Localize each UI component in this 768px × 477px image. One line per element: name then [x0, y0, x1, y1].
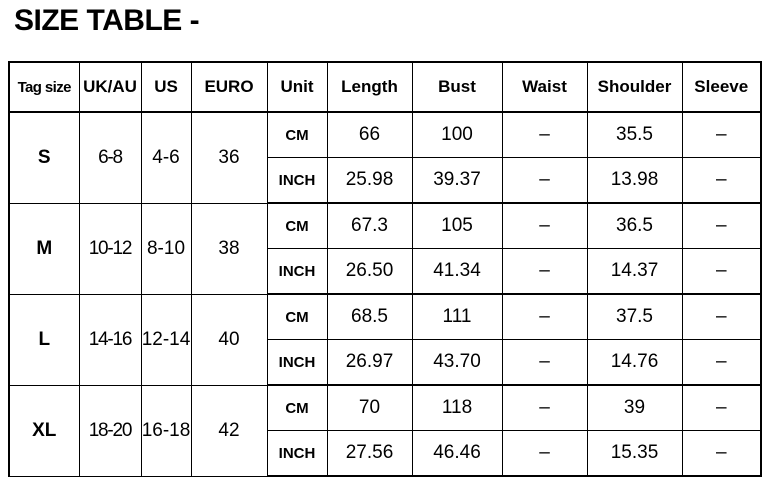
us-value-m: 8-10 [140, 202, 192, 295]
column-header-tag-size: Tag size [8, 61, 80, 113]
unit-label-cm: CM [266, 202, 328, 249]
column-header-unit: Unit [266, 61, 328, 113]
uk-au-value-xl: 18-20 [78, 384, 142, 477]
unit-label-cm: CM [266, 384, 328, 431]
us-value-xl: 16-18 [140, 384, 192, 477]
waist-cm-s: – [501, 111, 588, 158]
bust-inch-m: 41.34 [411, 248, 503, 295]
table-row: XL 18-20 16-18 42 CM 70 118 – 39 – [8, 384, 762, 477]
column-header-uk-au: UK/AU [78, 61, 142, 113]
header-row: Tag size UK/AU US EURO Unit Length Bust … [8, 61, 762, 113]
sleeve-cm-xl: – [681, 384, 762, 431]
waist-inch-m: – [501, 248, 588, 295]
shoulder-cm-l: 37.5 [586, 293, 683, 340]
table-row: INCH 26.50 41.34 – 14.37 – [9, 248, 762, 295]
table-row: INCH 26.97 43.70 – 14.76 – [9, 339, 762, 386]
waist-inch-l: – [501, 339, 588, 386]
sleeve-inch-m: – [681, 248, 762, 295]
length-inch-xl: 27.56 [326, 430, 413, 477]
waist-cm-l: – [501, 293, 588, 340]
unit-label-inch: INCH [266, 339, 328, 386]
table-header: Tag size UK/AU US EURO Unit Length Bust … [8, 61, 762, 113]
column-header-shoulder: Shoulder [586, 61, 683, 113]
shoulder-inch-xl: 15.35 [586, 430, 683, 477]
sleeve-cm-m: – [681, 202, 762, 249]
column-header-sleeve: Sleeve [681, 61, 762, 113]
length-inch-l: 26.97 [326, 339, 413, 386]
waist-inch-xl: – [501, 430, 588, 477]
size-table: Tag size UK/AU US EURO Unit Length Bust … [8, 61, 762, 477]
euro-value-xl: 42 [190, 384, 268, 477]
euro-value-l: 40 [190, 293, 268, 386]
bust-cm-m: 105 [411, 202, 503, 249]
euro-value-s: 36 [190, 111, 268, 204]
bust-cm-l: 111 [411, 293, 503, 340]
size-label-xl: XL [8, 384, 80, 477]
bust-inch-xl: 46.46 [411, 430, 503, 477]
bust-cm-xl: 118 [411, 384, 503, 431]
unit-label-cm: CM [266, 111, 328, 158]
sleeve-cm-s: – [681, 111, 762, 158]
bust-inch-l: 43.70 [411, 339, 503, 386]
size-table-container: Tag size UK/AU US EURO Unit Length Bust … [8, 61, 762, 477]
uk-au-value-s: 6-8 [78, 111, 142, 204]
page-title: SIZE TABLE - [14, 4, 200, 37]
length-cm-l: 68.5 [326, 293, 413, 340]
length-inch-m: 26.50 [326, 248, 413, 295]
length-cm-xl: 70 [326, 384, 413, 431]
table-row: INCH 25.98 39.37 – 13.98 – [9, 157, 762, 204]
shoulder-cm-s: 35.5 [586, 111, 683, 158]
us-value-s: 4-6 [140, 111, 192, 204]
shoulder-cm-xl: 39 [586, 384, 683, 431]
waist-cm-xl: – [501, 384, 588, 431]
column-header-bust: Bust [411, 61, 503, 113]
column-header-euro: EURO [190, 61, 268, 113]
shoulder-cm-m: 36.5 [586, 202, 683, 249]
waist-cm-m: – [501, 202, 588, 249]
shoulder-inch-m: 14.37 [586, 248, 683, 295]
size-table-page: SIZE TABLE - Tag size UK/AU US [8, 4, 762, 477]
size-label-l: L [8, 293, 80, 386]
length-inch-s: 25.98 [326, 157, 413, 204]
size-label-s: S [8, 111, 80, 204]
unit-label-inch: INCH [266, 430, 328, 477]
size-label-m: M [8, 202, 80, 295]
unit-label-cm: CM [266, 293, 328, 340]
table-row: M 10-12 8-10 38 CM 67.3 105 – 36.5 – [8, 202, 762, 295]
us-value-l: 12-14 [140, 293, 192, 386]
column-header-us: US [140, 61, 192, 113]
column-header-waist: Waist [501, 61, 588, 113]
column-header-length: Length [326, 61, 413, 113]
euro-value-m: 38 [190, 202, 268, 295]
table-row: L 14-16 12-14 40 CM 68.5 111 – 37.5 – [8, 293, 762, 386]
length-cm-s: 66 [326, 111, 413, 158]
unit-label-inch: INCH [266, 157, 328, 204]
unit-label-inch: INCH [266, 248, 328, 295]
sleeve-cm-l: – [681, 293, 762, 340]
bust-cm-s: 100 [411, 111, 503, 158]
table-body: S 6-8 4-6 36 CM 66 100 – 35.5 – INCH 25.… [8, 111, 762, 477]
table-row: S 6-8 4-6 36 CM 66 100 – 35.5 – [8, 111, 762, 204]
shoulder-inch-s: 13.98 [586, 157, 683, 204]
sleeve-inch-xl: – [681, 430, 762, 477]
bust-inch-s: 39.37 [411, 157, 503, 204]
uk-au-value-l: 14-16 [78, 293, 142, 386]
sleeve-inch-l: – [681, 339, 762, 386]
sleeve-inch-s: – [681, 157, 762, 204]
shoulder-inch-l: 14.76 [586, 339, 683, 386]
uk-au-value-m: 10-12 [78, 202, 142, 295]
length-cm-m: 67.3 [326, 202, 413, 249]
waist-inch-s: – [501, 157, 588, 204]
